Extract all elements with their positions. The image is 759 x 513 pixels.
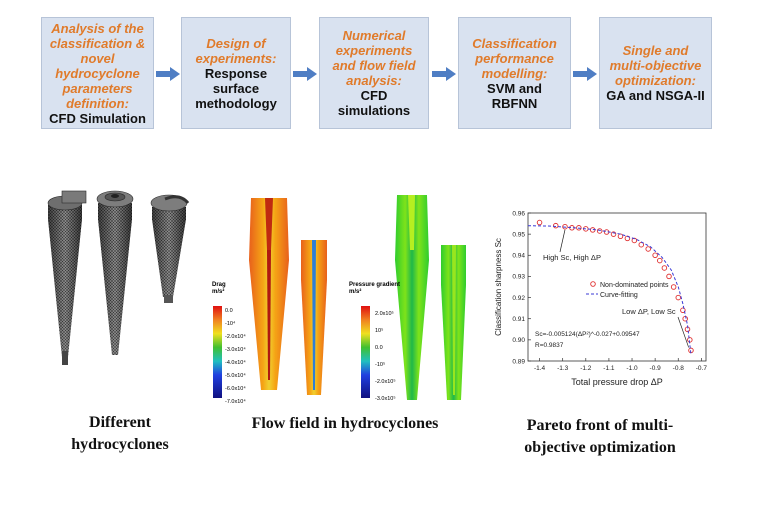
- legend-points-marker: [590, 281, 596, 287]
- x-tick-label: -1.0: [626, 365, 638, 372]
- step-1-title: Analysis of the classification & novel h…: [49, 20, 146, 111]
- pressure-legend-ticks: 2.0x10⁵ 10⁵ 0.0 -10⁵ -2.0x10⁵ -3.0x10⁵: [375, 306, 396, 408]
- data-point: [670, 284, 677, 290]
- arrow-4-icon: [573, 67, 597, 81]
- y-tick-label: 0.95: [512, 231, 525, 238]
- flow-field-section: Drag m/s² 0.0 -10⁴ -2.0x10⁴ -3.0x10⁴ -4.…: [209, 190, 474, 405]
- data-point: [645, 246, 651, 252]
- step-3-box: Numerical experiments and flow field ana…: [319, 17, 429, 129]
- drag-tick: -4.0x10⁴: [225, 360, 246, 366]
- annotation-high-arrow: [559, 229, 566, 253]
- data-point: [562, 223, 568, 230]
- step-5-title: Single and multi-objective optimization:: [609, 43, 702, 88]
- drag-tick: -3.0x10⁴: [225, 347, 246, 353]
- step-2-box: Design of experiments: Response surface …: [181, 17, 291, 129]
- arrow-1-icon: [156, 67, 180, 81]
- pressure-legend-title: Pressure gradient m/s²: [349, 282, 401, 295]
- step-1-box: Analysis of the classification & novel h…: [41, 17, 154, 129]
- caption-flow: Flow field in hydrocyclones: [251, 415, 439, 432]
- annotation-r: R=0.9837: [535, 342, 564, 349]
- y-tick-label: 0.89: [512, 358, 525, 365]
- data-point: [596, 228, 603, 234]
- pressure-tick: -10⁵: [375, 362, 386, 368]
- drag-field-large: [249, 198, 289, 390]
- data-point: [657, 257, 663, 264]
- annotation-low: Low ΔP, Low Sc: [622, 307, 676, 316]
- step-4-box: Classification performance modelling: SV…: [458, 17, 571, 129]
- pareto-front-chart: Classification sharpness Sc Total pressu…: [494, 210, 708, 387]
- arrow-2-icon: [293, 67, 317, 81]
- data-point: [552, 222, 559, 229]
- drag-tick: -6.0x10⁴: [225, 386, 246, 392]
- pressure-field-large: [395, 195, 429, 400]
- x-tick-label: -1.2: [580, 365, 592, 372]
- flow-field-plots: [213, 195, 466, 400]
- pressure-tick: -2.0x10⁵: [375, 379, 396, 385]
- y-tick-label: 0.90: [512, 337, 525, 344]
- data-point: [536, 219, 543, 226]
- data-point: [675, 294, 682, 301]
- data-point: [680, 307, 686, 314]
- data-point: [576, 225, 582, 231]
- arrow-3-icon: [432, 67, 456, 81]
- y-tick-label: 0.92: [512, 295, 525, 302]
- step-2-subtitle: Response surface methodology: [195, 65, 277, 111]
- y-tick-label: 0.96: [512, 210, 525, 217]
- y-tick-label: 0.93: [512, 274, 525, 281]
- x-tick-label: -0.7: [696, 365, 708, 372]
- step-4-title: Classification performance modelling:: [472, 35, 557, 81]
- pressure-tick: 2.0x10⁵: [375, 311, 394, 317]
- legend-fit-label: Curve-fitting: [600, 292, 638, 299]
- step-3-subtitle: CFD simulations: [337, 88, 411, 118]
- pressure-tick: -3.0x10⁵: [375, 396, 396, 402]
- drag-tick: -2.0x10⁴: [225, 334, 246, 340]
- legend-points-label: Non-dominated points: [600, 282, 669, 289]
- data-point: [661, 265, 668, 271]
- annotation-low-arrow: [677, 316, 689, 348]
- drag-tick: -5.0x10⁴: [225, 373, 246, 379]
- x-tick-label: -0.8: [673, 365, 685, 372]
- step-5-box: Single and multi-objective optimization:…: [599, 17, 712, 129]
- annotation-equation: Sc=-0.005124(ΔP²)^-0.027+0.09547: [535, 331, 640, 338]
- x-tick-label: -1.4: [534, 365, 546, 372]
- drag-legend-title: Drag m/s²: [212, 282, 226, 295]
- legend-box: Non-dominated points Curve-fitting: [586, 281, 669, 299]
- caption-pareto: Pareto front of multi- objective optimiz…: [524, 417, 676, 456]
- drag-field-small: [301, 240, 327, 395]
- data-point: [610, 231, 617, 237]
- x-tick-label: -1.1: [603, 365, 615, 372]
- step-3-title: Numerical experiments and flow field ana…: [332, 28, 416, 88]
- hydrocyclone-2: [96, 190, 134, 355]
- pressure-tick: 0.0: [375, 345, 383, 351]
- x-axis-label: Total pressure drop ΔP: [571, 377, 663, 387]
- drag-tick: -7.0x10⁴: [225, 399, 246, 405]
- step-4-subtitle: SVM and RBFNN: [487, 80, 542, 111]
- y-tick-label: 0.94: [512, 253, 525, 260]
- drag-tick: -10⁴: [225, 321, 236, 327]
- pressure-tick: 10⁵: [375, 328, 384, 334]
- caption-geometries: Different hydrocyclones: [71, 414, 169, 453]
- pressure-colorbar: [361, 306, 370, 398]
- step-5-subtitle: GA and NSGA-II: [606, 88, 705, 103]
- step-2-title: Design of experiments:: [195, 35, 277, 66]
- data-point: [652, 252, 658, 259]
- drag-tick: 0.0: [225, 308, 233, 314]
- drag-colorbar: [213, 306, 222, 398]
- data-point: [666, 273, 672, 280]
- step-1-subtitle: CFD Simulation: [49, 110, 146, 126]
- hydrocyclone-geometries: [47, 190, 190, 365]
- x-tick-label: -1.3: [557, 365, 569, 372]
- y-tick-label: 0.91: [512, 316, 525, 323]
- pressure-field-small: [441, 245, 466, 400]
- hydrocyclone-1: [47, 190, 87, 365]
- drag-legend-ticks: 0.0 -10⁴ -2.0x10⁴ -3.0x10⁴ -4.0x10⁴ -5.0…: [225, 305, 246, 409]
- annotation-high: High Sc, High ΔP: [543, 253, 601, 262]
- y-axis-label: Classification sharpness Sc: [494, 238, 503, 336]
- series-curve-fitting: [527, 225, 692, 355]
- x-tick-label: -0.9: [650, 365, 662, 372]
- hydrocyclone-3: [150, 194, 190, 303]
